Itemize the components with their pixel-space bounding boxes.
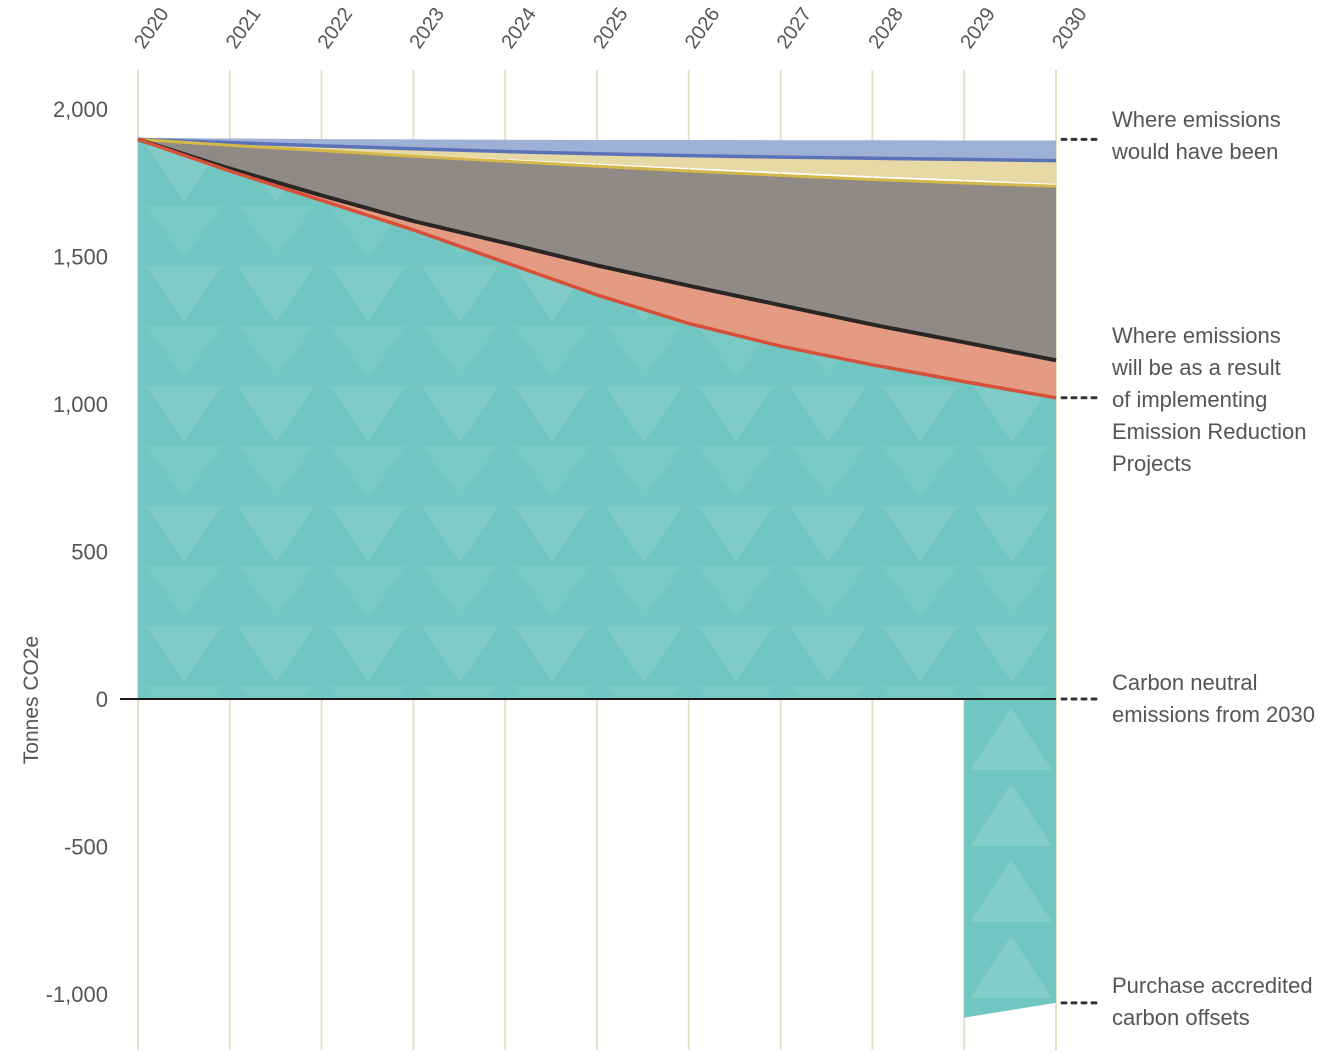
y-tick-label: -1,000	[46, 982, 108, 1007]
x-tick-label-2026: 2026	[681, 4, 725, 53]
x-tick-label-2021: 2021	[222, 4, 266, 53]
annotation-text-bau: would have been	[1111, 139, 1278, 164]
annotation-neutral: Carbon neutral emissions from 2030	[1060, 670, 1315, 727]
series-line-yellow_line	[137, 137, 1057, 188]
annotation-bau: Where emissions would have been	[1060, 107, 1281, 164]
annotation-text-result: Emission Reduction	[1112, 419, 1306, 444]
x-tick-label-2030: 2030	[1048, 4, 1092, 53]
annotation-text-result: Projects	[1112, 451, 1191, 476]
annotation-text-result: of implementing	[1112, 387, 1267, 412]
series-lines	[137, 137, 1057, 400]
offsets-area-pattern	[964, 699, 1056, 1018]
series-line-blue_line	[137, 137, 1057, 163]
y-tick-label: 1,500	[53, 245, 108, 270]
annotation-text-result: will be as a result	[1111, 355, 1281, 380]
annotation-text-neutral: emissions from 2030	[1112, 702, 1315, 727]
x-tick-label-2028: 2028	[864, 4, 908, 53]
x-tick-label-2025: 2025	[589, 4, 633, 53]
x-tick-label-2024: 2024	[497, 4, 541, 53]
y-tick-label: 500	[71, 540, 108, 565]
band-business-as-usual	[138, 139, 1056, 161]
y-axis-title: Tonnes CO2e	[20, 636, 43, 764]
annotation-offsets: Purchase accredited carbon offsets	[1060, 973, 1313, 1030]
series-line-red_line	[137, 137, 1057, 400]
band-salmon	[138, 139, 1056, 398]
annotation-text-offsets: Purchase accredited	[1112, 973, 1313, 998]
annotation-text-offsets: carbon offsets	[1112, 1005, 1250, 1030]
x-tick-label-2023: 2023	[405, 4, 449, 53]
annotation-text-result: Where emissions	[1112, 323, 1281, 348]
annotation-result: Where emissions will be as a result of imp…	[1060, 323, 1306, 476]
x-tick-label-2027: 2027	[773, 4, 817, 53]
y-tick-label: 2,000	[53, 97, 108, 122]
band-cream	[138, 139, 1056, 184]
x-tick-label-2029: 2029	[956, 4, 1000, 53]
x-tick-label-2022: 2022	[314, 4, 358, 53]
y-tick-label: 0	[96, 687, 108, 712]
band-grey	[138, 139, 1056, 361]
series-line-dark_line	[137, 137, 1057, 363]
series-areas	[138, 139, 1056, 1018]
x-tick-label-2020: 2020	[130, 4, 174, 53]
series-line-business_as_usual	[137, 137, 1056, 144]
y-tick-label: 1,000	[53, 392, 108, 417]
y-tick-label: -500	[64, 835, 108, 860]
annotation-text-bau: Where emissions	[1112, 107, 1281, 132]
band-teal-pattern	[138, 139, 1056, 699]
annotation-text-neutral: Carbon neutral	[1112, 670, 1258, 695]
